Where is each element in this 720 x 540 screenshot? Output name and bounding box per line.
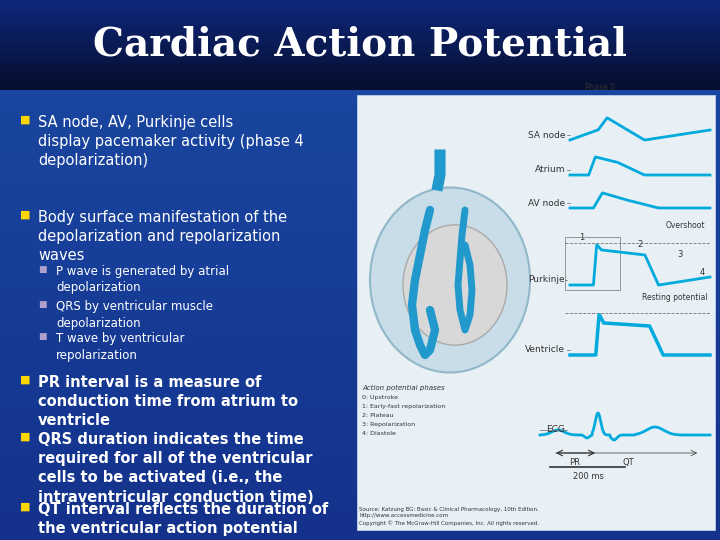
Text: http://www.accessmedicine.com: http://www.accessmedicine.com <box>359 513 448 518</box>
Text: ■: ■ <box>38 332 47 341</box>
Text: 4: Diastole: 4: Diastole <box>362 431 396 436</box>
Text: T wave by ventricular
repolarization: T wave by ventricular repolarization <box>56 332 184 361</box>
FancyBboxPatch shape <box>0 510 720 525</box>
Text: Source: Katzung BG: Basic & Clinical Pharmacology, 10th Edition.: Source: Katzung BG: Basic & Clinical Pha… <box>359 507 539 512</box>
Text: ■: ■ <box>20 502 30 512</box>
FancyBboxPatch shape <box>0 195 720 210</box>
FancyBboxPatch shape <box>0 85 720 90</box>
FancyBboxPatch shape <box>0 420 720 435</box>
FancyBboxPatch shape <box>0 50 720 54</box>
Text: 2: Plateau: 2: Plateau <box>362 413 394 418</box>
FancyBboxPatch shape <box>0 150 720 165</box>
Ellipse shape <box>370 187 530 373</box>
FancyBboxPatch shape <box>0 330 720 345</box>
FancyBboxPatch shape <box>0 105 720 120</box>
Text: Purkinje: Purkinje <box>528 275 565 285</box>
Text: Cardiac Action Potential: Cardiac Action Potential <box>93 26 627 64</box>
FancyBboxPatch shape <box>0 120 720 135</box>
Text: ECG: ECG <box>546 426 565 435</box>
FancyBboxPatch shape <box>0 135 720 150</box>
Text: Overshoot: Overshoot <box>665 221 705 230</box>
FancyBboxPatch shape <box>0 0 720 90</box>
Text: P wave is generated by atrial
depolarization: P wave is generated by atrial depolariza… <box>56 265 229 294</box>
FancyBboxPatch shape <box>0 435 720 450</box>
FancyBboxPatch shape <box>357 95 715 530</box>
FancyBboxPatch shape <box>0 90 720 540</box>
Text: Copyright © The McGraw-Hill Companies, Inc. All rights reserved.: Copyright © The McGraw-Hill Companies, I… <box>359 521 539 526</box>
FancyBboxPatch shape <box>0 14 720 18</box>
Text: SA node, AV, Purkinje cells
display pacemaker activity (phase 4
depolarization): SA node, AV, Purkinje cells display pace… <box>38 115 304 168</box>
FancyBboxPatch shape <box>0 360 720 375</box>
Text: 0: Upstroke: 0: Upstroke <box>362 395 398 400</box>
Text: Body surface manifestation of the
depolarization and repolarization
waves: Body surface manifestation of the depola… <box>38 210 287 264</box>
Text: ■: ■ <box>38 265 47 274</box>
Text: ■: ■ <box>38 300 47 309</box>
Text: QRS by ventricular muscle
depolarization: QRS by ventricular muscle depolarization <box>56 300 213 329</box>
Text: QRS duration indicates the time
required for all of the ventricular
cells to be : QRS duration indicates the time required… <box>38 432 314 504</box>
Text: ■: ■ <box>20 210 30 220</box>
Text: 3: Repolarization: 3: Repolarization <box>362 422 415 427</box>
FancyBboxPatch shape <box>0 225 720 240</box>
FancyBboxPatch shape <box>0 90 720 105</box>
FancyBboxPatch shape <box>0 45 720 50</box>
FancyBboxPatch shape <box>0 4 720 9</box>
Text: Resting potential: Resting potential <box>642 293 708 302</box>
Text: Action potential phases: Action potential phases <box>362 385 445 391</box>
Text: 1: Early-fast repolarization: 1: Early-fast repolarization <box>362 404 445 409</box>
Text: 2: 2 <box>637 240 643 249</box>
FancyBboxPatch shape <box>0 27 720 31</box>
Text: QT interval reflects the duration of
the ventricular action potential: QT interval reflects the duration of the… <box>38 502 328 536</box>
FancyBboxPatch shape <box>0 36 720 40</box>
FancyBboxPatch shape <box>0 18 720 23</box>
Text: ■: ■ <box>20 115 30 125</box>
FancyBboxPatch shape <box>0 345 720 360</box>
FancyBboxPatch shape <box>0 405 720 420</box>
FancyBboxPatch shape <box>0 58 720 63</box>
FancyBboxPatch shape <box>0 72 720 77</box>
FancyBboxPatch shape <box>0 285 720 300</box>
Text: 200 ms: 200 ms <box>572 472 603 481</box>
FancyBboxPatch shape <box>0 450 720 465</box>
Text: SA node: SA node <box>528 131 565 139</box>
FancyBboxPatch shape <box>0 165 720 180</box>
FancyBboxPatch shape <box>0 23 720 27</box>
Text: 1: 1 <box>580 233 585 242</box>
FancyBboxPatch shape <box>0 40 720 45</box>
FancyBboxPatch shape <box>0 0 720 4</box>
FancyBboxPatch shape <box>0 180 720 195</box>
Text: PR: PR <box>570 458 580 467</box>
FancyBboxPatch shape <box>0 255 720 270</box>
Text: QT: QT <box>622 458 634 467</box>
Text: AV node: AV node <box>528 199 565 207</box>
FancyBboxPatch shape <box>0 54 720 58</box>
Text: ■: ■ <box>20 432 30 442</box>
Text: Atrium: Atrium <box>534 165 565 174</box>
FancyBboxPatch shape <box>0 240 720 255</box>
FancyBboxPatch shape <box>0 77 720 81</box>
Text: ■: ■ <box>20 375 30 385</box>
FancyBboxPatch shape <box>0 210 720 225</box>
FancyBboxPatch shape <box>0 465 720 480</box>
FancyBboxPatch shape <box>0 315 720 330</box>
FancyBboxPatch shape <box>0 375 720 390</box>
Text: 3: 3 <box>678 250 683 259</box>
Text: 4: 4 <box>699 268 705 277</box>
FancyBboxPatch shape <box>0 390 720 405</box>
FancyBboxPatch shape <box>0 9 720 14</box>
Text: Ventricle: Ventricle <box>525 346 565 354</box>
FancyBboxPatch shape <box>0 300 720 315</box>
Ellipse shape <box>403 225 507 345</box>
Text: Phase 0: Phase 0 <box>585 83 615 92</box>
FancyBboxPatch shape <box>0 68 720 72</box>
FancyBboxPatch shape <box>0 63 720 68</box>
FancyBboxPatch shape <box>0 81 720 85</box>
FancyBboxPatch shape <box>0 31 720 36</box>
FancyBboxPatch shape <box>0 270 720 285</box>
Text: PR interval is a measure of
conduction time from atrium to
ventricle: PR interval is a measure of conduction t… <box>38 375 298 428</box>
FancyBboxPatch shape <box>0 480 720 495</box>
FancyBboxPatch shape <box>0 525 720 540</box>
FancyBboxPatch shape <box>0 495 720 510</box>
